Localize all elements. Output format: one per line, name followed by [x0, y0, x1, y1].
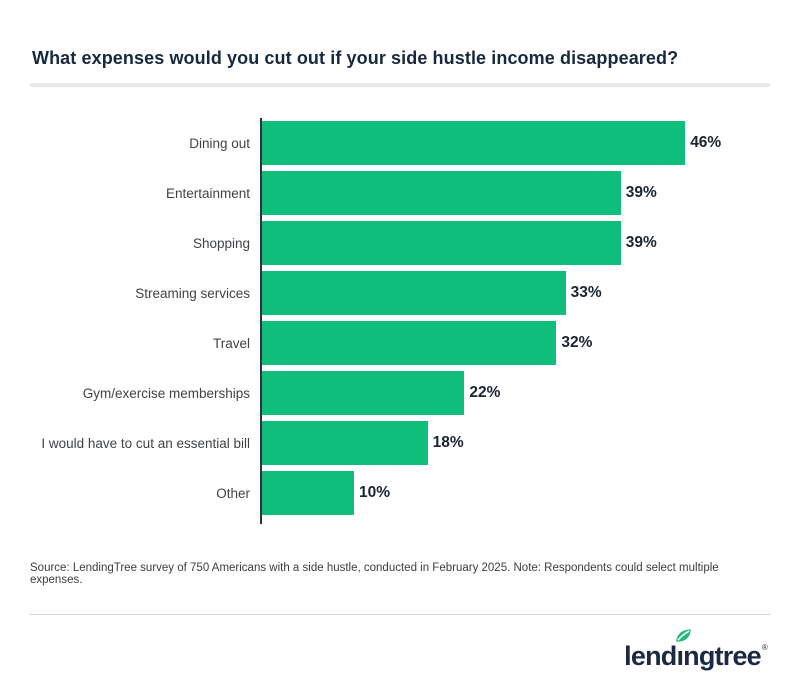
bar-area: 10% — [260, 471, 770, 515]
logo-text-pre: lend — [624, 641, 677, 671]
value-label: 46% — [690, 134, 722, 151]
category-label: Entertainment — [165, 185, 250, 201]
footer: lend ıngtree® — [30, 615, 770, 670]
footer-divider — [30, 614, 770, 615]
title-divider — [30, 83, 770, 87]
bar — [262, 121, 686, 165]
logo-text-post: ngtree — [683, 641, 762, 671]
bar — [262, 271, 566, 315]
logo-trademark: ® — [761, 643, 768, 652]
bar — [262, 421, 428, 465]
chart-row: Shopping 39% — [30, 221, 770, 265]
value-label: 39% — [625, 234, 657, 251]
source-note: Source: LendingTree survey of 750 Americ… — [30, 562, 719, 586]
chart-row: Other 10% — [30, 471, 770, 515]
bar-area: 39% — [260, 221, 770, 265]
bar-area: 18% — [260, 421, 770, 465]
bar-area: 33% — [260, 271, 770, 315]
bar — [262, 371, 465, 415]
leaf-icon — [673, 625, 696, 646]
logo-i-glyph: ı — [676, 641, 684, 671]
value-label: 10% — [359, 484, 391, 501]
bar — [262, 321, 557, 365]
chart-title: What expenses would you cut out if your … — [32, 48, 679, 68]
category-label: Gym/exercise memberships — [82, 385, 250, 401]
bar — [262, 221, 621, 265]
category-label: Shopping — [192, 235, 250, 251]
bar-area: 46% — [260, 121, 770, 165]
chart-row: Gym/exercise memberships 22% — [30, 371, 770, 415]
y-axis-line — [260, 118, 262, 524]
category-label: Streaming services — [135, 285, 250, 301]
bar-area: 39% — [260, 171, 770, 215]
logo-letter-i: ı — [676, 629, 692, 671]
bar-area: 32% — [260, 321, 770, 365]
value-label: 18% — [432, 434, 464, 451]
chart-row: Entertainment 39% — [30, 171, 770, 215]
category-label: Other — [216, 485, 250, 501]
value-label: 33% — [570, 284, 602, 301]
bar — [262, 471, 354, 515]
chart-row: I would have to cut an essential bill 18% — [30, 421, 770, 465]
bar — [262, 171, 621, 215]
chart-row: Streaming services 33% — [30, 271, 770, 315]
category-label: Dining out — [189, 135, 250, 151]
chart-rows: Dining out 46% Entertainment 39% Shopping 39%… — [30, 118, 770, 524]
category-label: I would have to cut an essential bill — [41, 435, 250, 451]
bar-area: 22% — [260, 371, 770, 415]
chart-row: Dining out 46% — [30, 121, 770, 165]
bar-chart: Dining out 46% Entertainment 39% Shopping 39%… — [30, 118, 770, 524]
value-label: 22% — [469, 384, 501, 401]
value-label: 39% — [625, 184, 657, 201]
value-label: 32% — [561, 334, 593, 351]
chart-row: Travel 32% — [30, 321, 770, 365]
lendingtree-logo: lend ıngtree® — [624, 629, 768, 671]
category-label: Travel — [212, 335, 250, 351]
